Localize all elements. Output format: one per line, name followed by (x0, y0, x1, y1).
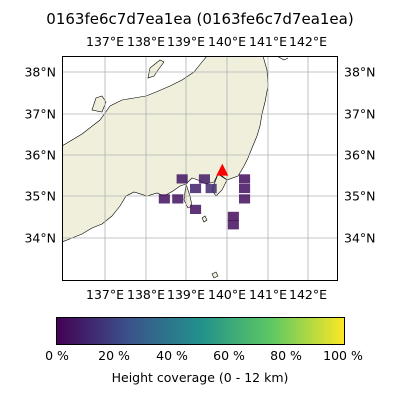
coverage-cell (227, 211, 239, 221)
coverage-cell (190, 204, 202, 214)
coverage-cell (239, 183, 251, 194)
noto-peninsula (91, 95, 107, 113)
oshima-island (201, 215, 208, 223)
coverage-cell (205, 183, 217, 194)
colorbar-tick-label: 80 % (270, 348, 302, 363)
coverage-cell (176, 174, 188, 184)
lon-tick-label: 138°E (126, 34, 166, 49)
map-frame (62, 56, 338, 281)
map-title: 0163fe6c7d7ea1ea (0163fe6c7d7ea1ea) (46, 10, 354, 28)
lon-tick-label: 139°E (166, 34, 206, 49)
coverage-cell (239, 174, 251, 184)
colorbar (56, 317, 345, 345)
honshu-landmass (62, 56, 269, 243)
coverage-cell (227, 220, 239, 230)
lon-tick-label: 140°E (207, 287, 247, 302)
lon-tick-label: 142°E (288, 287, 328, 302)
lon-tick-label: 141°E (248, 287, 288, 302)
lat-tick-label: 35°N (24, 188, 56, 204)
sado-island (147, 59, 165, 79)
lon-tick-label: 137°E (85, 34, 125, 49)
station-marker[interactable] (216, 163, 229, 176)
lon-tick-label: 137°E (85, 287, 125, 302)
colorbar-label: Height coverage (0 - 12 km) (111, 370, 289, 385)
colorbar-tick-label: 0 % (45, 348, 69, 363)
coverage-cell (190, 183, 202, 194)
lat-tick-label: 38°N (344, 64, 376, 80)
coverage-cell (239, 194, 251, 204)
colorbar-tick-label: 40 % (156, 348, 188, 363)
coverage-cell (158, 194, 170, 204)
lon-tick-label: 142°E (288, 34, 328, 49)
colorbar-tick-label: 60 % (213, 348, 245, 363)
coverage-cell (198, 174, 210, 184)
lon-tick-label: 141°E (248, 34, 288, 49)
lat-tick-label: 34°N (24, 230, 56, 246)
lon-tick-label: 139°E (166, 287, 206, 302)
lat-tick-label: 38°N (24, 64, 56, 80)
lat-tick-label: 34°N (344, 230, 376, 246)
lon-tick-label: 140°E (207, 34, 247, 49)
coverage-cell (172, 194, 184, 204)
map-panel[interactable] (62, 56, 338, 281)
graticule (62, 56, 338, 281)
colorbar-tick-label: 20 % (98, 348, 130, 363)
colorbar-tick-label: 100 % (323, 348, 363, 363)
lon-tick-label: 138°E (126, 287, 166, 302)
lat-tick-label: 37°N (344, 106, 376, 122)
coastline-detail (276, 56, 289, 61)
lat-tick-label: 37°N (24, 106, 56, 122)
lat-tick-label: 36°N (24, 147, 56, 163)
lat-tick-label: 36°N (344, 147, 376, 163)
hachijo-island (211, 271, 219, 279)
coverage-cells (158, 174, 251, 230)
colorbar-gradient (56, 317, 345, 345)
lat-tick-label: 35°N (344, 188, 376, 204)
